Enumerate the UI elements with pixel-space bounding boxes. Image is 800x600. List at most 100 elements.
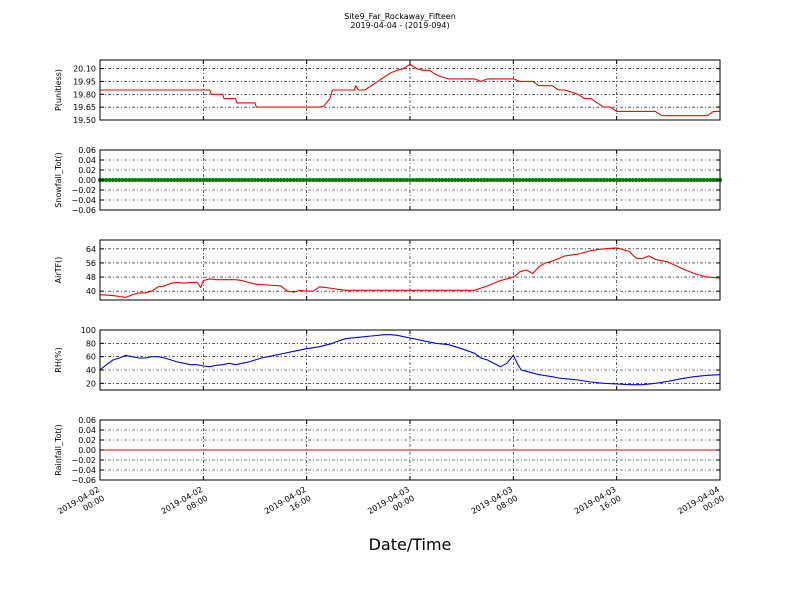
data-point [340,178,345,182]
data-point [676,178,681,182]
data-point [646,178,651,182]
y-tick-label: 64 [86,245,96,254]
data-point [253,178,257,182]
y-tick-label: −0.04 [71,196,96,205]
data-point [152,178,157,182]
y-axis-label: P(unitless) [54,69,63,111]
data-point [285,178,290,182]
data-point [656,178,661,182]
data-point [172,178,177,182]
data-point [472,178,477,182]
data-point [169,178,174,182]
data-point [369,178,374,182]
data-point [375,178,380,182]
series-line [99,334,721,386]
y-tick-label: 40 [86,366,96,375]
data-point [517,178,522,182]
data-point [685,178,690,182]
panel-3: 40 48 56 64 AirTF() [54,239,721,301]
y-tick-label: 48 [86,273,96,282]
data-point [575,178,580,182]
data-point [430,178,435,182]
data-point [708,178,713,182]
data-point [311,178,316,182]
data-point [143,178,148,182]
y-tick-label: 60 [86,353,96,362]
y-tick-label: 40 [86,287,96,296]
data-point [204,178,209,182]
data-point [362,178,367,182]
data-point [178,178,183,182]
data-point [611,178,616,182]
x-tick-label: 2019-04-0308:00 [470,485,520,525]
data-point [414,178,419,182]
y-axis-label: AirTF() [54,257,63,284]
panel-5: −0.06−0.04−0.020.000.020.040.06 Rainfall_… [54,416,721,485]
x-tick-label: 2019-04-0216:00 [263,485,313,525]
data-point [443,178,448,182]
data-point [117,178,122,182]
data-point [663,178,668,182]
data-point [524,178,529,182]
data-point [294,178,299,182]
data-point [139,178,144,182]
data-point [317,178,322,182]
data-point [408,178,412,182]
data-point [546,178,551,182]
y-tick-label: 19.80 [73,90,96,99]
data-point [288,178,293,182]
y-tick-label: −0.02 [71,186,96,195]
data-point [453,178,458,182]
data-point [191,178,196,182]
data-point [256,178,261,182]
data-point [672,178,677,182]
data-point [233,178,238,182]
data-point [650,178,655,182]
data-point [127,178,132,182]
data-point [540,178,545,182]
data-point [411,178,416,182]
data-point [278,178,283,182]
data-point [282,178,287,182]
data-point [479,178,484,182]
data-point [495,178,500,182]
data-point [491,178,496,182]
data-point [653,178,658,182]
data-point [679,178,684,182]
data-point [563,178,567,182]
y-tick-label: 0.04 [78,426,96,435]
data-point [404,178,409,182]
y-axis-label: RH(%) [54,347,63,372]
y-tick-label: 0.02 [78,436,96,445]
data-point [627,178,632,182]
data-point [485,178,490,182]
y-tick-label: −0.06 [71,206,96,215]
y-tick-label: −0.06 [71,476,96,485]
data-point [701,178,706,182]
data-point [427,178,432,182]
data-point [391,178,396,182]
data-point [634,178,639,182]
data-point [366,178,371,182]
data-point [417,178,422,182]
data-point [588,178,593,182]
data-point [372,178,377,182]
data-point [246,178,251,182]
data-point [569,178,574,182]
y-tick-label: 0.02 [78,166,96,175]
data-point [533,178,538,182]
data-point [537,178,542,182]
data-point [488,178,493,182]
data-point [207,178,212,182]
data-point [420,178,425,182]
data-point [640,178,645,182]
data-point [220,178,225,182]
y-tick-label: 0.06 [78,416,96,425]
data-point [459,178,464,182]
data-point [249,178,254,182]
data-point [688,178,693,182]
series-line [99,247,721,298]
data-point [304,178,309,182]
data-point [385,178,390,182]
